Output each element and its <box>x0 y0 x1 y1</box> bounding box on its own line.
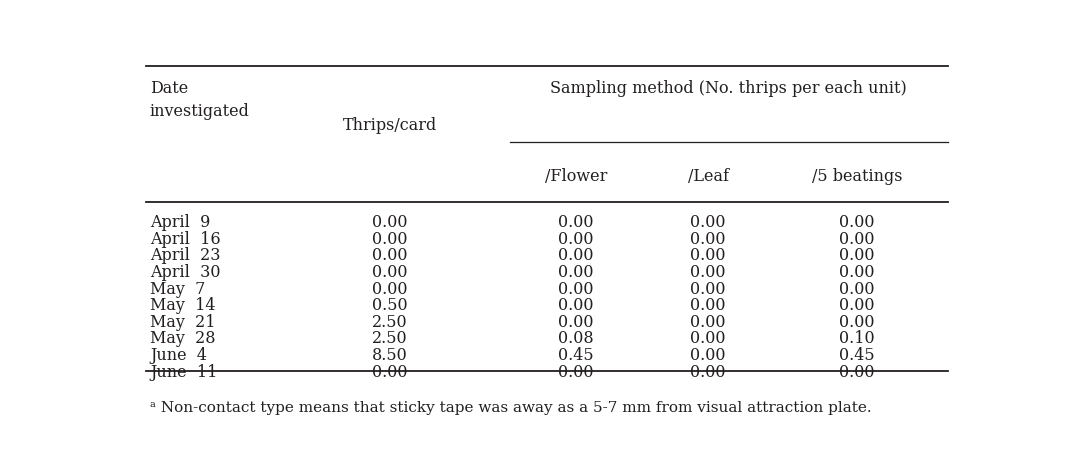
Text: May  7: May 7 <box>149 280 205 297</box>
Text: 0.00: 0.00 <box>558 214 593 231</box>
Text: 0.00: 0.00 <box>558 231 593 248</box>
Text: 0.00: 0.00 <box>690 330 726 347</box>
Text: 0.00: 0.00 <box>372 264 408 281</box>
Text: 0.00: 0.00 <box>558 314 593 331</box>
Text: Thrips/card: Thrips/card <box>343 117 436 134</box>
Text: 0.50: 0.50 <box>372 297 408 314</box>
Text: 0.00: 0.00 <box>690 347 726 364</box>
Text: 0.00: 0.00 <box>839 247 875 264</box>
Text: 0.00: 0.00 <box>839 297 875 314</box>
Text: 0.10: 0.10 <box>839 330 875 347</box>
Text: May  28: May 28 <box>149 330 216 347</box>
Text: /Flower: /Flower <box>544 168 607 185</box>
Text: 0.00: 0.00 <box>558 247 593 264</box>
Text: June  4: June 4 <box>149 347 207 364</box>
Text: 0.08: 0.08 <box>558 330 593 347</box>
Text: 0.00: 0.00 <box>372 231 408 248</box>
Text: 0.45: 0.45 <box>839 347 875 364</box>
Text: Sampling method (No. thrips per each unit): Sampling method (No. thrips per each uni… <box>551 80 907 97</box>
Text: 0.00: 0.00 <box>690 280 726 297</box>
Text: 0.00: 0.00 <box>839 231 875 248</box>
Text: 0.00: 0.00 <box>372 364 408 381</box>
Text: 0.00: 0.00 <box>372 247 408 264</box>
Text: 0.00: 0.00 <box>690 264 726 281</box>
Text: 8.50: 8.50 <box>371 347 408 364</box>
Text: 0.00: 0.00 <box>372 280 408 297</box>
Text: June  11: June 11 <box>149 364 218 381</box>
Text: April  30: April 30 <box>149 264 221 281</box>
Text: May  21: May 21 <box>149 314 216 331</box>
Text: 0.00: 0.00 <box>558 264 593 281</box>
Text: 0.00: 0.00 <box>690 231 726 248</box>
Text: /Leaf: /Leaf <box>687 168 729 185</box>
Text: 0.00: 0.00 <box>839 314 875 331</box>
Text: 0.00: 0.00 <box>690 297 726 314</box>
Text: 0.00: 0.00 <box>839 264 875 281</box>
Text: /5 beatings: /5 beatings <box>812 168 903 185</box>
Text: 0.00: 0.00 <box>690 364 726 381</box>
Text: 0.00: 0.00 <box>690 247 726 264</box>
Text: 0.00: 0.00 <box>558 297 593 314</box>
Text: 0.00: 0.00 <box>839 214 875 231</box>
Text: 0.00: 0.00 <box>558 280 593 297</box>
Text: 0.00: 0.00 <box>839 280 875 297</box>
Text: 0.00: 0.00 <box>690 314 726 331</box>
Text: ᵃ Non-contact type means that sticky tape was away as a 5-7 mm from visual attra: ᵃ Non-contact type means that sticky tap… <box>149 402 872 415</box>
Text: 0.00: 0.00 <box>372 214 408 231</box>
Text: May  14: May 14 <box>149 297 216 314</box>
Text: April  9: April 9 <box>149 214 210 231</box>
Text: April  16: April 16 <box>149 231 221 248</box>
Text: 0.45: 0.45 <box>558 347 593 364</box>
Text: 0.00: 0.00 <box>690 214 726 231</box>
Text: April  23: April 23 <box>149 247 221 264</box>
Text: Date
investigated: Date investigated <box>149 80 250 120</box>
Text: 0.00: 0.00 <box>558 364 593 381</box>
Text: 2.50: 2.50 <box>372 314 408 331</box>
Text: 2.50: 2.50 <box>372 330 408 347</box>
Text: 0.00: 0.00 <box>839 364 875 381</box>
